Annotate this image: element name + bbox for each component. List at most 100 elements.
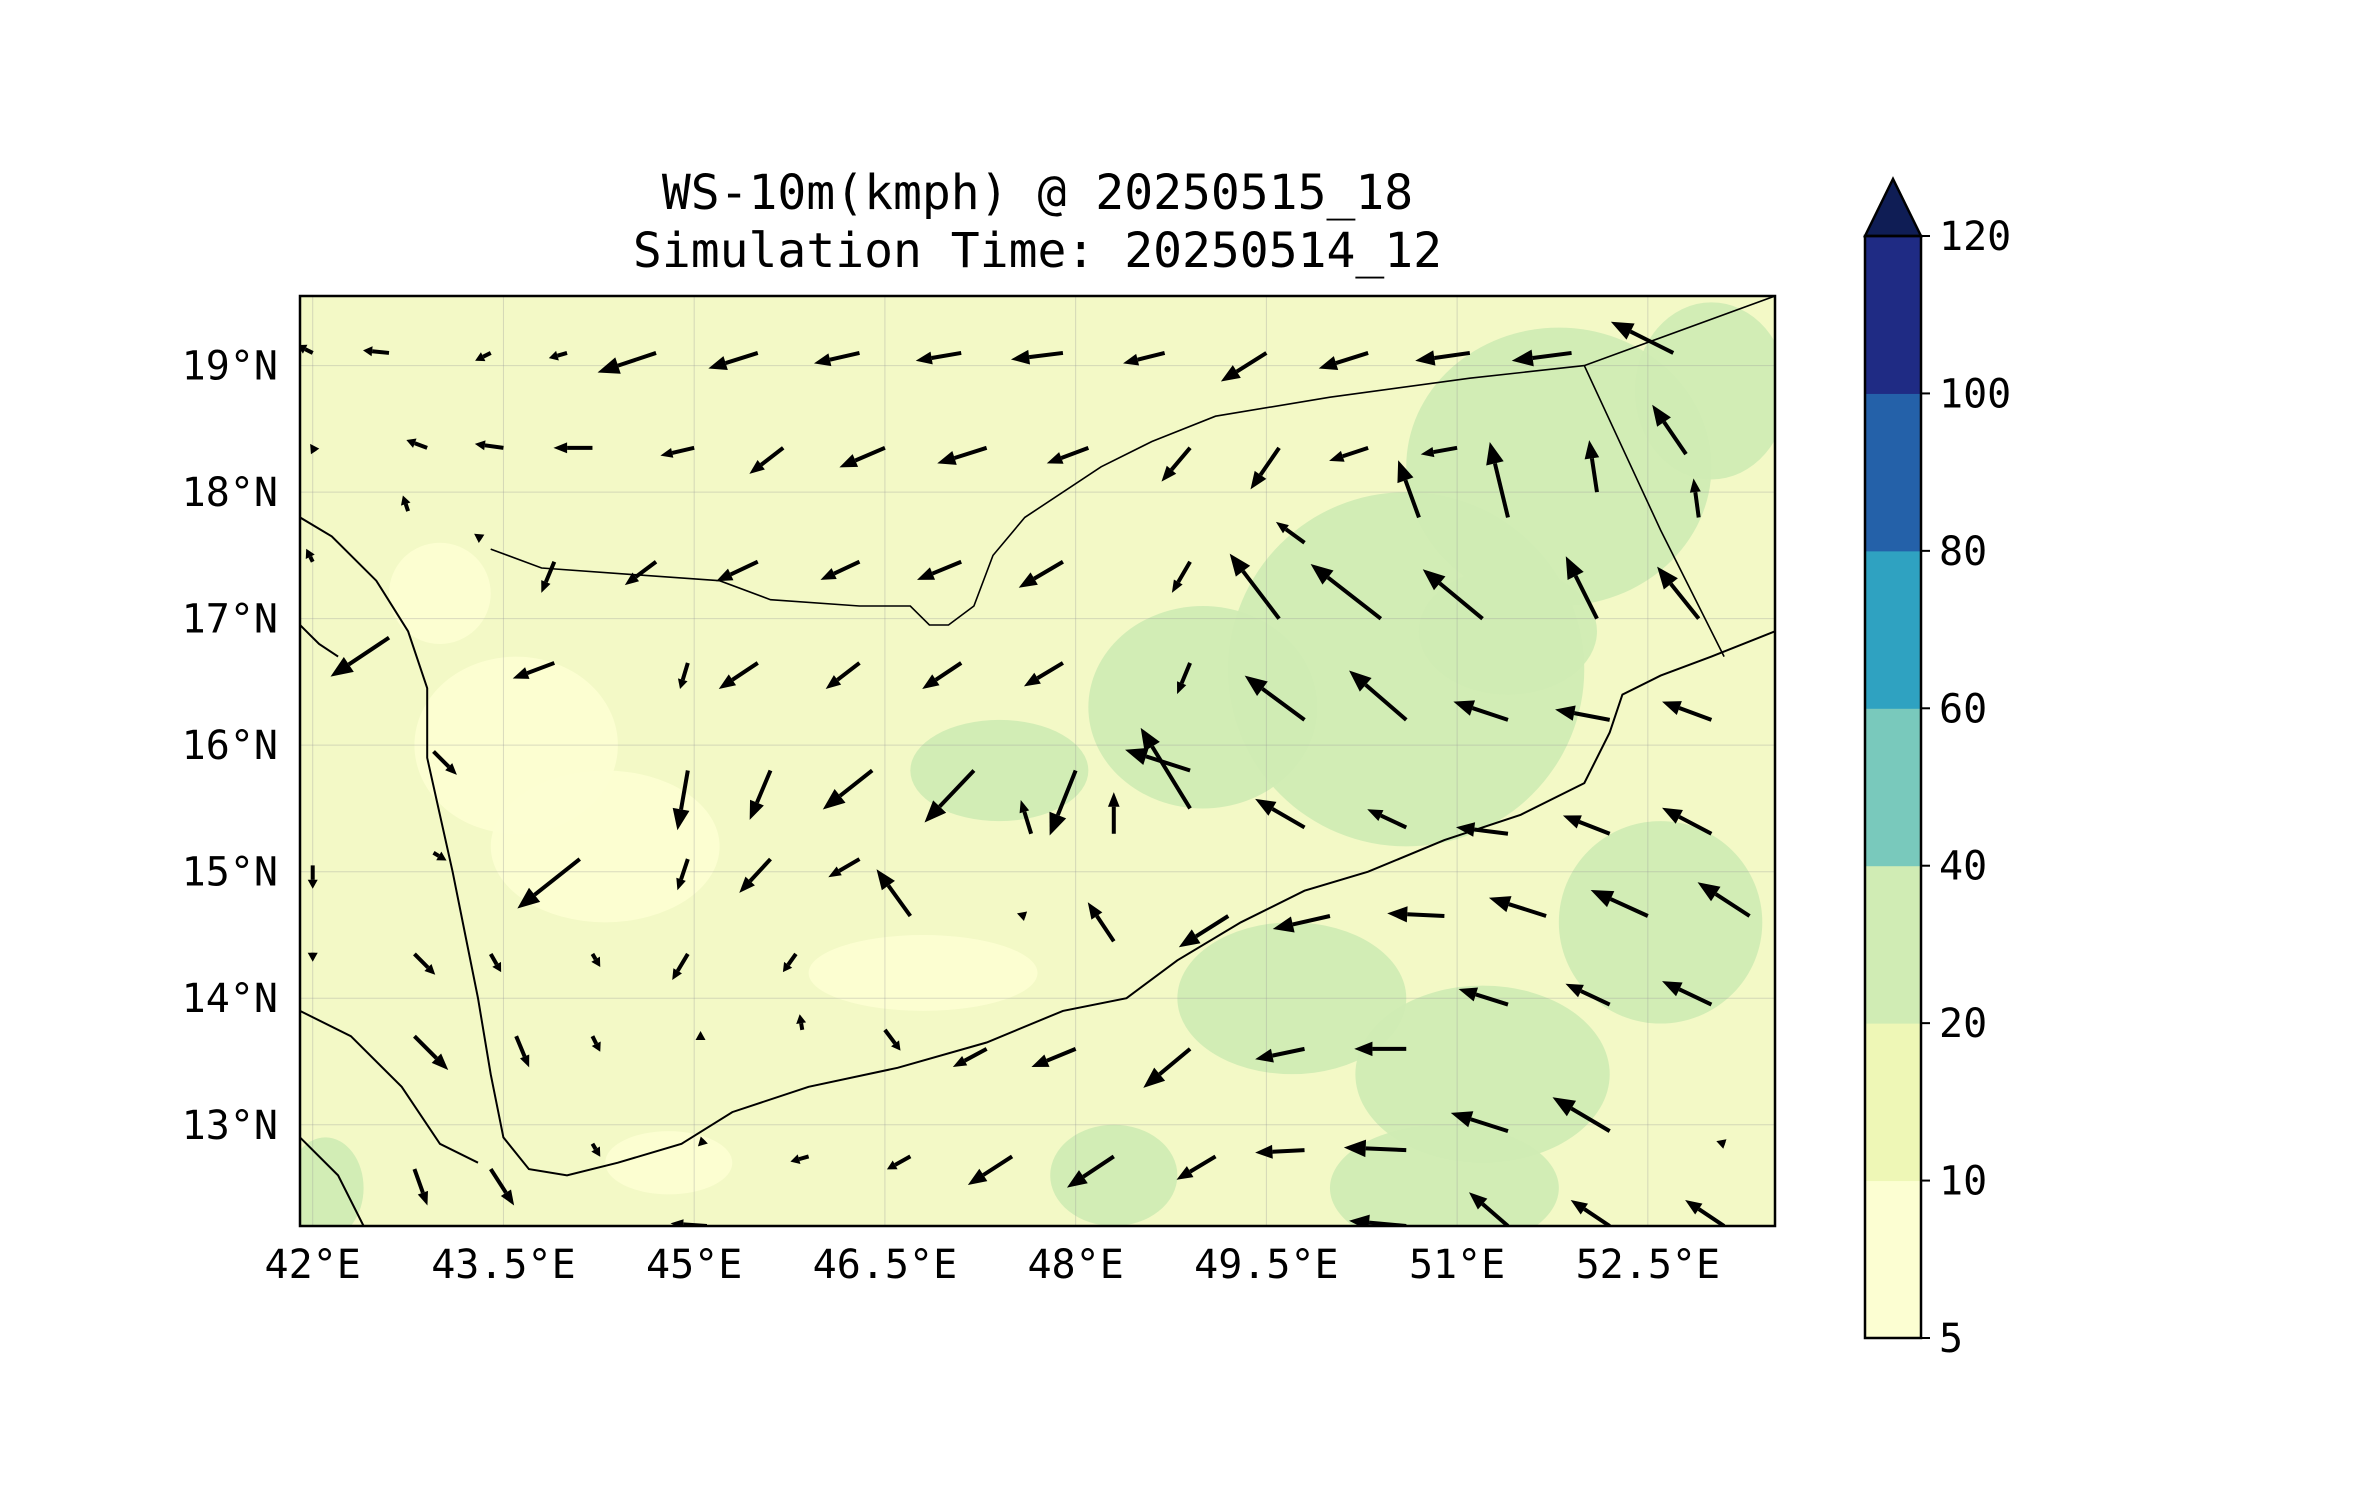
wind-arrow-head xyxy=(676,877,686,891)
wind-arrow xyxy=(1046,445,1090,464)
wind-arrow-head xyxy=(591,1146,601,1157)
wind-arrow-head xyxy=(660,448,674,458)
wind-arrow-head xyxy=(915,351,933,365)
coastline xyxy=(300,624,339,658)
colorbar-frame xyxy=(1863,234,1923,1340)
lat-tick-label: 13°N xyxy=(182,1103,278,1149)
wind-arrow-head xyxy=(597,357,621,374)
wind-arrow-shaft xyxy=(413,952,430,969)
wind-arrow-head xyxy=(1349,1214,1370,1226)
wind-arrow xyxy=(697,1136,708,1147)
colorbar-tick-label: 20 xyxy=(1939,1001,1987,1047)
wind-arrow-shaft xyxy=(1481,1202,1510,1226)
wind-speed-patch xyxy=(1177,922,1407,1075)
wind-arrow-head xyxy=(1343,1139,1367,1158)
wind-arrow-shaft xyxy=(1179,662,1192,684)
wind-arrow-head xyxy=(517,887,541,909)
wind-arrow xyxy=(708,351,759,370)
wind-arrow xyxy=(307,865,318,889)
wind-arrow-shaft xyxy=(1678,987,1713,1007)
wind-arrow-shaft xyxy=(412,1168,425,1194)
wind-arrow xyxy=(1450,1111,1509,1134)
wind-arrow-head xyxy=(1652,404,1671,427)
wind-arrow-shaft xyxy=(931,559,962,576)
wind-arrow-shaft xyxy=(1573,711,1611,722)
wind-arrow-head xyxy=(1123,353,1140,366)
wind-arrow xyxy=(590,952,601,967)
wind-arrow-head xyxy=(1570,1200,1588,1215)
wind-arrow xyxy=(1397,460,1421,519)
wind-arrow-shaft xyxy=(1697,1207,1726,1226)
wind-arrow-head xyxy=(1143,1067,1166,1088)
wind-arrow-shaft xyxy=(1158,1047,1192,1076)
wind-arrow xyxy=(489,1167,515,1206)
wind-speed-patch xyxy=(1355,985,1610,1163)
wind-arrow-head xyxy=(924,800,947,823)
wind-arrow-head xyxy=(1275,521,1289,534)
wind-arrow-shaft xyxy=(963,1047,988,1063)
wind-arrow-head xyxy=(782,961,793,973)
wind-arrow xyxy=(749,446,785,474)
colorbar-segment xyxy=(1865,1023,1921,1182)
wind-arrow-shaft xyxy=(1693,491,1701,518)
wind-arrow-head xyxy=(1486,442,1504,466)
wind-arrow-shaft xyxy=(1284,527,1306,545)
wind-arrow xyxy=(1458,987,1509,1007)
wind-arrow-head xyxy=(1178,929,1201,948)
wind-arrow-shaft xyxy=(731,661,759,682)
wind-arrow-shaft xyxy=(403,503,410,512)
wind-arrow-shaft xyxy=(1589,458,1599,493)
wind-arrow-head xyxy=(825,675,842,689)
wind-arrow-head xyxy=(305,548,315,560)
wind-arrow-head xyxy=(1697,882,1721,902)
wind-arrow-head xyxy=(1552,1097,1577,1117)
wind-arrow-shaft xyxy=(675,952,690,972)
wind-arrow-head xyxy=(363,346,373,357)
wind-arrow xyxy=(1161,446,1192,482)
wind-arrow-head xyxy=(445,763,457,775)
wind-arrow-shaft xyxy=(533,857,581,897)
wind-arrow xyxy=(1049,769,1078,836)
wind-arrow-head xyxy=(519,1054,530,1068)
wind-arrow xyxy=(300,344,314,355)
wind-arrow xyxy=(1662,981,1713,1007)
wind-arrow xyxy=(1244,675,1306,722)
wind-arrow-shaft xyxy=(1407,912,1445,918)
lon-tick-label: 52.5°E xyxy=(1576,1242,1721,1288)
wind-arrow xyxy=(474,440,504,451)
wind-arrow xyxy=(1031,1047,1077,1068)
wind-arrow-head xyxy=(876,869,895,891)
wind-arrow-shaft xyxy=(308,555,315,563)
wind-arrow-head xyxy=(512,667,530,679)
wind-arrow-head xyxy=(1415,350,1436,366)
wind-arrow-head xyxy=(591,956,601,967)
wind-arrow-head xyxy=(548,350,559,361)
wind-arrow-head xyxy=(300,344,308,354)
wind-arrow-shaft xyxy=(829,350,860,362)
wind-arrow xyxy=(1010,349,1064,365)
wind-arrow xyxy=(330,635,391,677)
wind-arrow-shaft xyxy=(1678,706,1713,722)
wind-arrow xyxy=(828,857,861,878)
wind-arrow-shaft xyxy=(1678,815,1713,836)
wind-arrow-head xyxy=(1046,452,1064,464)
wind-arrow-head xyxy=(672,807,690,831)
wind-arrow-head xyxy=(1662,807,1683,824)
wind-arrow-head xyxy=(1565,556,1584,580)
wind-arrow-head xyxy=(1031,1054,1050,1068)
wind-arrow xyxy=(749,769,773,820)
wind-arrow-shaft xyxy=(1492,462,1510,518)
wind-arrow xyxy=(400,495,411,512)
colorbar-segment xyxy=(1865,393,1921,552)
wind-arrow-head xyxy=(1016,911,1028,921)
colorbar-tick-label: 5 xyxy=(1939,1316,1963,1362)
wind-arrow-shaft xyxy=(755,769,773,804)
wind-speed-patch xyxy=(808,934,1038,1011)
wind-arrow-head xyxy=(541,580,551,593)
wind-arrow xyxy=(1343,1139,1407,1158)
wind-arrow xyxy=(432,750,457,775)
wind-arrow xyxy=(1488,896,1547,918)
wind-arrow-shaft xyxy=(1271,807,1306,830)
wind-arrow-head xyxy=(1125,747,1149,765)
wind-arrow-head xyxy=(1657,566,1678,590)
